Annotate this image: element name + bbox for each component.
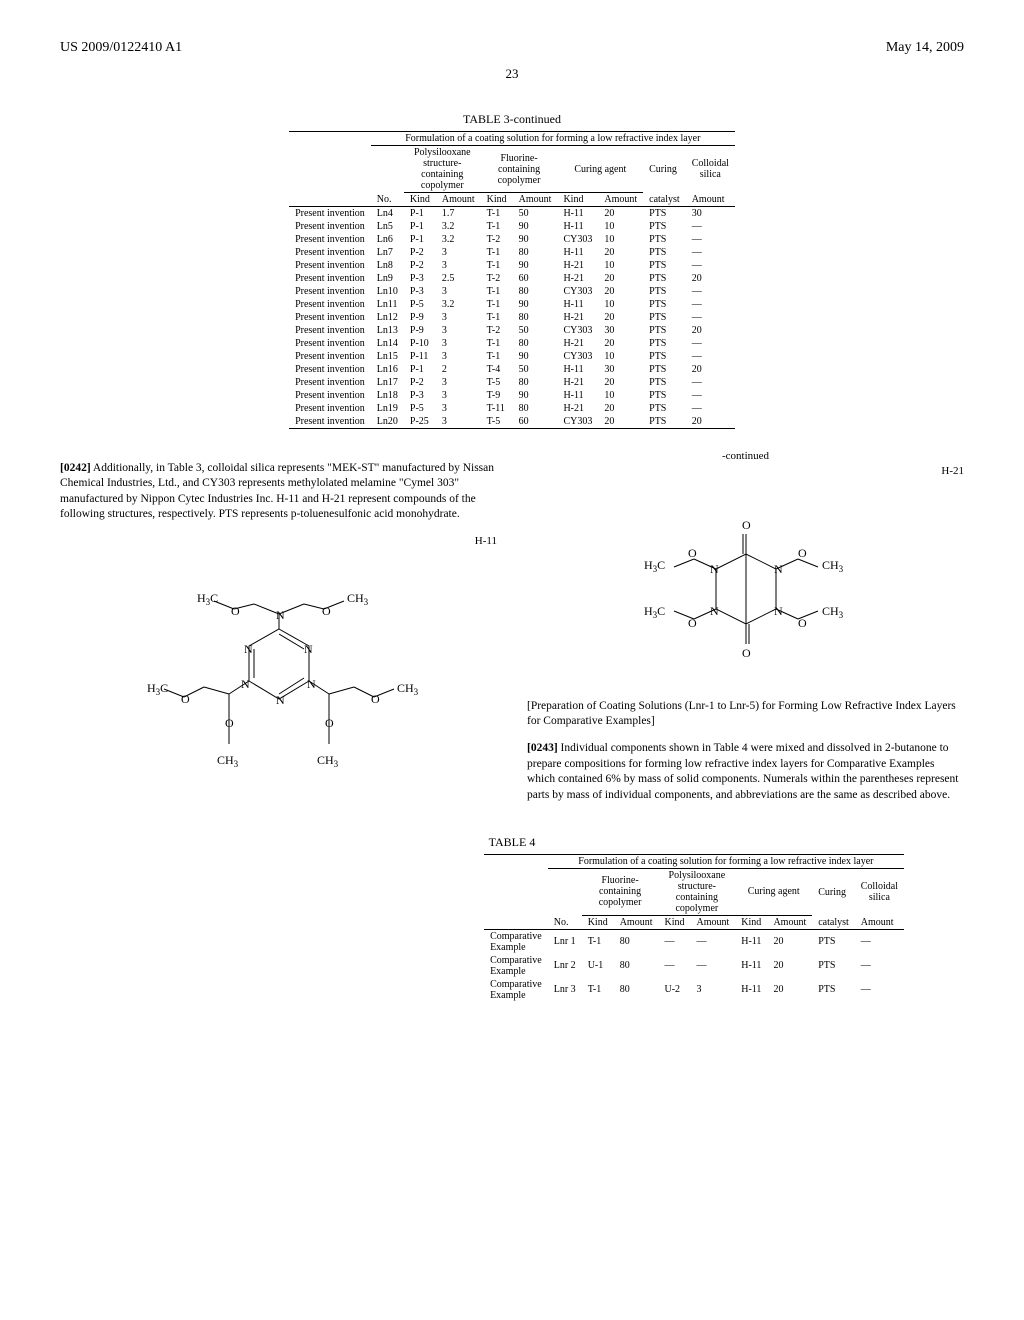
t3-curing2-header: Curing xyxy=(643,146,686,193)
svg-text:N: N xyxy=(774,562,783,576)
table-row: Present inventionLn5P-13.2T-190H-1110PTS… xyxy=(289,220,735,233)
svg-text:O: O xyxy=(231,604,240,618)
svg-text:O: O xyxy=(688,546,697,560)
h21-label: H-21 xyxy=(527,464,964,479)
left-column: [0242] Additionally, in Table 3, colloid… xyxy=(60,449,497,815)
para-0243-num: [0243] xyxy=(527,742,558,754)
table-row: Present inventionLn17P-23T-580H-2120PTS— xyxy=(289,376,735,389)
table-row: Present inventionLn11P-53.2T-190H-1110PT… xyxy=(289,298,735,311)
para-0242-text: Additionally, in Table 3, colloidal sili… xyxy=(60,462,494,521)
table-row: Comparative ExampleLnr 1T-180——H-1120PTS… xyxy=(484,929,904,954)
continued-label: -continued xyxy=(527,449,964,464)
svg-text:N: N xyxy=(710,604,719,618)
svg-text:O: O xyxy=(325,716,334,730)
t3-fluor-header: Fluorine- containing copolymer xyxy=(481,146,558,193)
svg-text:H3C: H3C xyxy=(644,558,665,574)
t3-poly-header: Polysilooxane structure- containing copo… xyxy=(404,146,481,193)
svg-text:O: O xyxy=(798,546,807,560)
svg-text:CH3: CH3 xyxy=(317,753,339,769)
h21-structure: O O N N N N O O O O H3C CH3 H3C CH3 xyxy=(527,499,964,679)
t4-curing2-header: Curing xyxy=(812,868,855,915)
t3-silica-header: Colloidal silica xyxy=(686,146,735,193)
svg-text:N: N xyxy=(244,642,253,656)
svg-text:CH3: CH3 xyxy=(822,558,844,574)
svg-text:O: O xyxy=(371,692,380,706)
table4-title: TABLE 4 xyxy=(60,835,964,850)
table-row: Present inventionLn16P-12T-450H-1130PTS2… xyxy=(289,363,735,376)
table-row: Present inventionLn14P-103T-180H-2120PTS… xyxy=(289,337,735,350)
table-row: Present inventionLn20P-253T-560CY30320PT… xyxy=(289,415,735,429)
svg-text:N: N xyxy=(276,693,285,707)
t4-subheader-row: No. Kind Amount Kind Amount Kind Amount … xyxy=(484,915,904,929)
svg-text:O: O xyxy=(742,518,751,532)
right-column: -continued H-21 xyxy=(527,449,964,815)
svg-text:H3C: H3C xyxy=(197,591,218,607)
svg-text:CH3: CH3 xyxy=(347,591,369,607)
svg-text:O: O xyxy=(181,692,190,706)
t4-fluor-header: Fluorine- containing copolymer xyxy=(582,868,659,915)
svg-text:N: N xyxy=(304,642,313,656)
para-0243: [0243] Individual components shown in Ta… xyxy=(527,741,964,803)
svg-text:O: O xyxy=(688,616,697,630)
svg-text:CH3: CH3 xyxy=(217,753,239,769)
t4-curing-header: Curing agent xyxy=(735,868,812,915)
table3: Formulation of a coating solution for fo… xyxy=(289,131,735,429)
prep-heading: [Preparation of Coating Solutions (Lnr-1… xyxy=(527,699,964,730)
svg-text:N: N xyxy=(710,562,719,576)
table-row: Present inventionLn18P-33T-990H-1110PTS— xyxy=(289,389,735,402)
svg-text:CH3: CH3 xyxy=(822,604,844,620)
table3-title: TABLE 3-continued xyxy=(60,112,964,127)
table-row: Present inventionLn12P-93T-180H-2120PTS— xyxy=(289,311,735,324)
table-row: Present inventionLn9P-32.5T-260H-2120PTS… xyxy=(289,272,735,285)
page-number: 23 xyxy=(60,66,964,82)
patent-date: May 14, 2009 xyxy=(886,40,964,56)
svg-text:O: O xyxy=(322,604,331,618)
t3-curing-header: Curing agent xyxy=(557,146,643,193)
page-header: US 2009/0122410 A1 May 14, 2009 xyxy=(60,40,964,56)
para-0242-num: [0242] xyxy=(60,462,91,474)
svg-text:N: N xyxy=(276,608,285,622)
table-row: Present inventionLn19P-53T-1180H-2120PTS… xyxy=(289,402,735,415)
table-row: Comparative ExampleLnr 3T-180U-23H-1120P… xyxy=(484,978,904,1002)
svg-text:O: O xyxy=(225,716,234,730)
table-row: Present inventionLn4P-11.7T-150H-1120PTS… xyxy=(289,207,735,221)
svg-text:CH3: CH3 xyxy=(397,681,419,697)
table4: Formulation of a coating solution for fo… xyxy=(484,854,904,1002)
svg-text:O: O xyxy=(742,646,751,660)
t4-silica-header: Colloidal silica xyxy=(855,868,904,915)
table3-caption: Formulation of a coating solution for fo… xyxy=(371,132,735,146)
para-0242: [0242] Additionally, in Table 3, colloid… xyxy=(60,461,497,523)
t4-poly-header: Polysilooxane structure- containing copo… xyxy=(658,868,735,915)
table-row: Present inventionLn7P-23T-180H-1120PTS— xyxy=(289,246,735,259)
svg-text:H3C: H3C xyxy=(147,681,168,697)
svg-text:N: N xyxy=(241,677,250,691)
svg-text:H3C: H3C xyxy=(644,604,665,620)
t3-subheader-row: No. Kind Amount Kind Amount Kind Amount … xyxy=(289,193,735,207)
table-row: Present inventionLn8P-23T-190H-2110PTS— xyxy=(289,259,735,272)
table-row: Comparative ExampleLnr 2U-180——H-1120PTS… xyxy=(484,954,904,978)
table4-caption: Formulation of a coating solution for fo… xyxy=(548,854,904,868)
svg-text:N: N xyxy=(774,604,783,618)
h11-structure: N N N N N N H3C O O CH3 H3C O O CH3 O O xyxy=(60,569,497,779)
svg-text:N: N xyxy=(307,677,316,691)
table-row: Present inventionLn6P-13.2T-290CY30310PT… xyxy=(289,233,735,246)
h11-label: H-11 xyxy=(60,534,497,549)
para-0243-text: Individual components shown in Table 4 w… xyxy=(527,742,958,801)
patent-number: US 2009/0122410 A1 xyxy=(60,40,182,56)
table-row: Present inventionLn10P-33T-180CY30320PTS… xyxy=(289,285,735,298)
svg-text:O: O xyxy=(798,616,807,630)
table-row: Present inventionLn15P-113T-190CY30310PT… xyxy=(289,350,735,363)
table-row: Present inventionLn13P-93T-250CY30330PTS… xyxy=(289,324,735,337)
